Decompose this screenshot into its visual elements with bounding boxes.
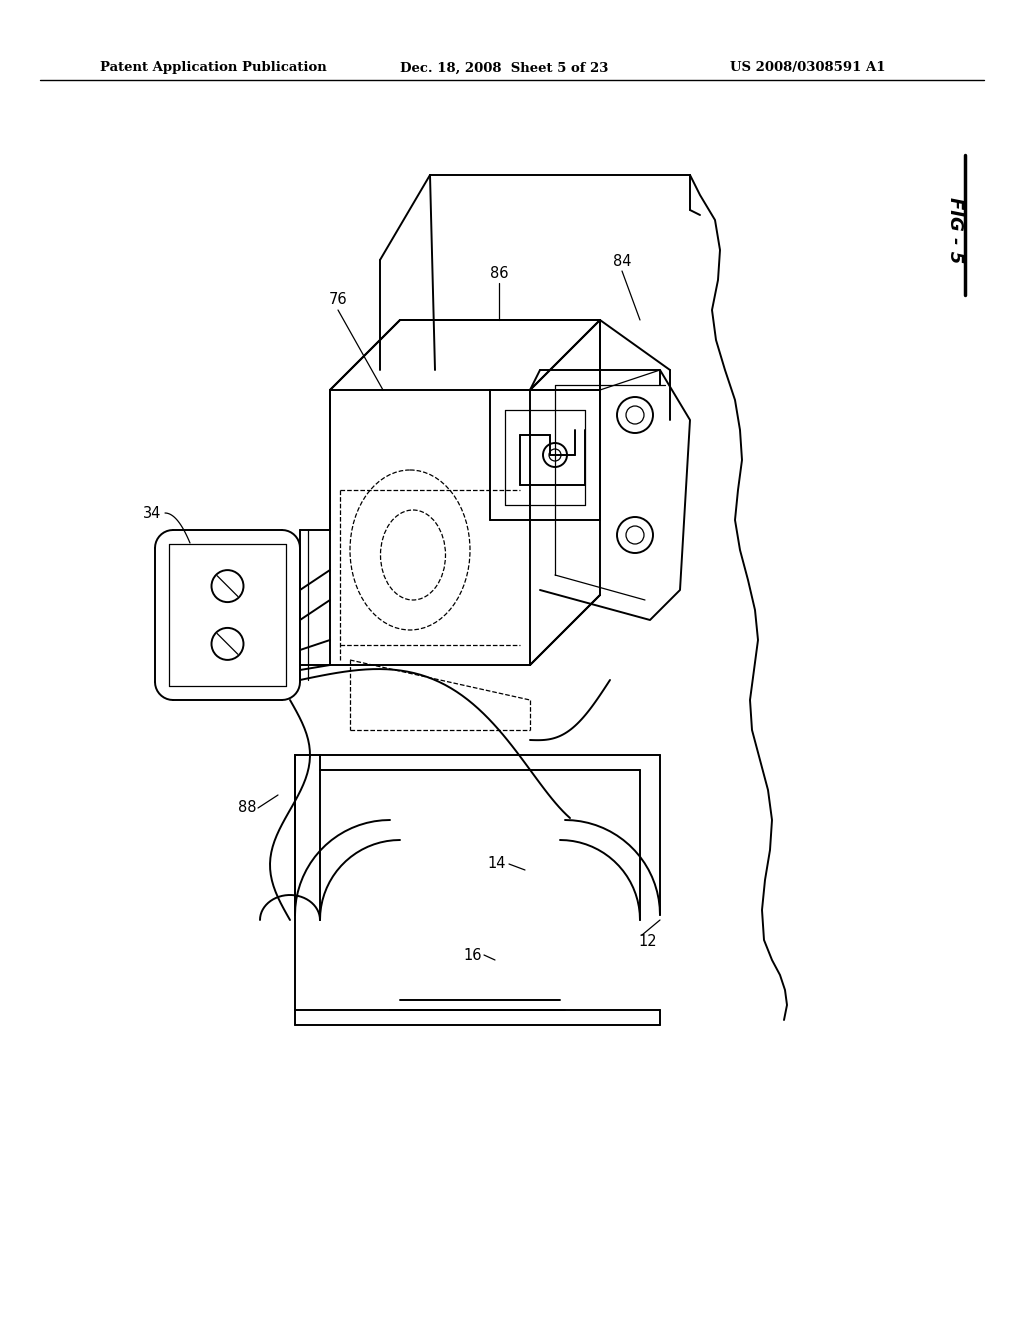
Text: Patent Application Publication: Patent Application Publication [100,62,327,74]
Text: US 2008/0308591 A1: US 2008/0308591 A1 [730,62,886,74]
Text: FIG - 5: FIG - 5 [946,197,964,263]
Text: 34: 34 [142,506,161,520]
Text: 14: 14 [487,857,506,871]
Text: 16: 16 [464,948,482,962]
Text: Dec. 18, 2008  Sheet 5 of 23: Dec. 18, 2008 Sheet 5 of 23 [400,62,608,74]
Text: 84: 84 [612,253,631,268]
Text: 76: 76 [329,293,347,308]
Text: 86: 86 [489,265,508,281]
Text: 88: 88 [238,800,256,816]
Text: 12: 12 [639,935,657,949]
